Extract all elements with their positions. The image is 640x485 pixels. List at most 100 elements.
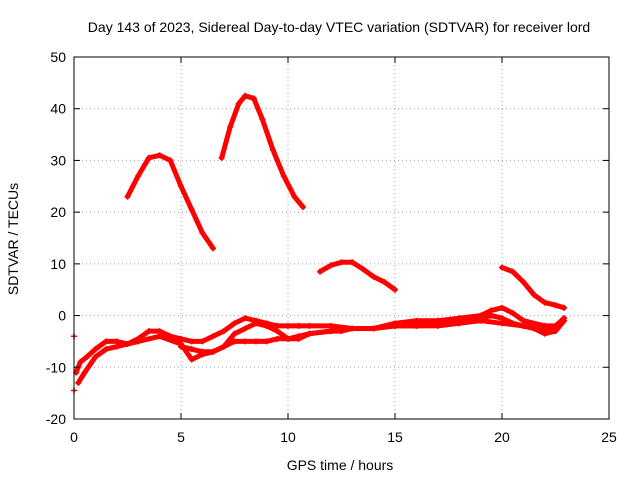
data-point <box>285 322 291 329</box>
series-arc-1 <box>124 152 217 252</box>
data-point <box>327 322 334 329</box>
y-tick-label: 40 <box>50 101 66 117</box>
data-point <box>349 259 356 266</box>
data-point <box>359 266 366 273</box>
data-point <box>541 299 548 306</box>
y-tick-label: -20 <box>46 411 66 427</box>
data-point <box>77 359 84 366</box>
data-point <box>291 193 298 200</box>
series-line <box>499 265 567 311</box>
data-point <box>156 328 163 335</box>
data-point <box>370 273 377 280</box>
data-point <box>135 172 142 179</box>
data-point <box>92 353 99 360</box>
series-line <box>125 152 216 251</box>
x-tick-label: 10 <box>280 429 296 445</box>
x-tick-label: 25 <box>601 429 617 445</box>
data-point <box>242 325 249 332</box>
data-point <box>434 322 441 329</box>
data-point <box>199 229 206 236</box>
x-tick-label: 15 <box>387 429 403 445</box>
data-point <box>252 320 259 327</box>
data-point <box>381 278 388 285</box>
data-point <box>220 343 227 350</box>
data-point <box>488 312 495 319</box>
data-point <box>520 278 527 285</box>
y-tick-label: 50 <box>50 49 66 65</box>
data-point <box>210 245 217 252</box>
data-point <box>235 100 242 107</box>
data-point <box>274 335 281 342</box>
data-point <box>188 338 195 345</box>
data-point <box>392 322 398 329</box>
data-point <box>541 328 548 335</box>
data-point <box>135 338 142 345</box>
data-point <box>145 328 152 335</box>
y-tick-label: 0 <box>58 308 66 324</box>
data-point <box>488 307 495 314</box>
y-tick-label: 30 <box>50 152 66 168</box>
data-point <box>227 123 234 130</box>
data-point <box>392 286 398 293</box>
data-point <box>220 328 227 335</box>
data-point <box>552 302 559 309</box>
plot-frame <box>73 56 610 420</box>
series-line <box>178 318 558 355</box>
data-point <box>178 183 184 190</box>
data-point <box>92 346 99 353</box>
data-point <box>263 322 270 329</box>
x-tick-label: 5 <box>177 429 185 445</box>
data-point <box>188 356 195 363</box>
data-point <box>327 328 334 335</box>
data-point <box>370 325 377 332</box>
y-tick-label: 20 <box>50 204 66 220</box>
data-point <box>81 369 88 376</box>
data-point <box>274 328 281 335</box>
data-point <box>124 193 131 200</box>
data-point <box>499 264 505 271</box>
data-point <box>561 304 568 311</box>
x-axis-label: GPS time / hours <box>287 457 394 473</box>
data-point <box>167 157 174 164</box>
data-point <box>306 330 313 337</box>
data-point <box>259 116 266 123</box>
data-point <box>270 147 277 154</box>
data-point <box>456 320 463 327</box>
tick-layer: 0 5 10 15 20 25 -20 -10 0 10 20 30 40 50 <box>46 49 617 445</box>
data-point <box>413 322 420 329</box>
data-point <box>477 317 484 324</box>
data-point <box>552 325 559 332</box>
data-point <box>499 304 505 311</box>
series-arc-2 <box>218 92 306 210</box>
data-point <box>520 317 527 324</box>
data-point <box>520 322 527 329</box>
data-point <box>113 338 120 345</box>
data-point <box>103 346 110 353</box>
data-point <box>199 348 206 355</box>
data-point <box>75 379 82 386</box>
data-point <box>349 325 356 332</box>
series-band-middle <box>178 317 559 355</box>
data-point <box>413 317 420 324</box>
data-point <box>218 154 225 161</box>
data-point <box>252 338 259 345</box>
data-point <box>250 95 257 102</box>
data-point <box>274 322 281 329</box>
y-tick-label: 10 <box>50 256 66 272</box>
data-point <box>509 268 516 275</box>
data-point <box>317 268 324 275</box>
grid-layer <box>74 57 609 419</box>
x-tick-label: 0 <box>70 429 78 445</box>
data-point <box>338 259 345 266</box>
series-line <box>219 93 306 210</box>
data-point <box>531 291 538 298</box>
data-point <box>295 335 302 342</box>
data-point <box>199 338 206 345</box>
data-point <box>499 315 505 322</box>
data-point <box>509 309 516 316</box>
chart-title: Day 143 of 2023, Sidereal Day-to-day VTE… <box>88 19 590 35</box>
data-point <box>295 322 302 329</box>
data-point <box>103 338 110 345</box>
